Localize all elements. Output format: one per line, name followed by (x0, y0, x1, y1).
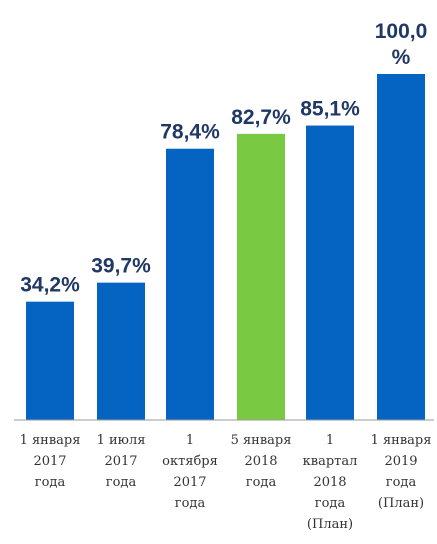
category-label-4-line-2: 2018 (244, 454, 277, 469)
value-label-5: 85,1% (300, 98, 360, 121)
category-label-5-line-2: квартал (303, 454, 358, 469)
value-label-4: 82,7% (231, 106, 291, 129)
category-label-3-line-4: года (175, 496, 206, 511)
value-label-1: 34,2% (20, 274, 80, 297)
category-label-6-line-3: года (386, 475, 417, 490)
category-label-2-line-1: 1 июля (97, 433, 146, 448)
category-label-4-line-1: 5 января (231, 433, 292, 448)
value-label-6-line-1: 100,0 (375, 20, 428, 43)
bar-5 (306, 125, 354, 420)
category-label-3-line-3: 2017 (173, 475, 206, 490)
category-label-6-line-1: 1 января (371, 433, 432, 448)
category-labels-layer: 1 января 2017 года 1 июля 2017 года 1 октября 20… (20, 433, 432, 532)
category-label-2-line-3: года (106, 475, 137, 490)
bar-6 (377, 74, 425, 420)
bar-4 (237, 133, 285, 420)
bar-1 (26, 301, 74, 420)
category-label-5-line-5: (План) (307, 517, 353, 532)
category-label-3-line-2: октября (162, 454, 218, 469)
category-label-4-line-3: года (246, 475, 277, 490)
category-label-6-line-4: (План) (378, 496, 424, 511)
category-label-1-line-1: 1 января (20, 433, 81, 448)
bars-layer (26, 74, 425, 420)
category-label-5-line-1: 1 (326, 433, 334, 448)
category-label-1-line-2: 2017 (33, 454, 66, 469)
category-label-2-line-2: 2017 (104, 454, 137, 469)
bar-2 (97, 282, 145, 420)
category-label-6-line-2: 2019 (384, 454, 417, 469)
value-label-6-line-2: % (392, 46, 411, 69)
bar-3 (166, 148, 214, 420)
category-label-5-line-3: 2018 (313, 475, 346, 490)
value-label-3: 78,4% (160, 121, 220, 144)
category-label-1-line-3: года (35, 475, 66, 490)
category-label-3-line-1: 1 (186, 433, 194, 448)
value-labels-layer: 34,2% 39,7% 78,4% 82,7% 85,1% 100,0% (20, 20, 427, 297)
value-label-2: 39,7% (91, 255, 151, 278)
category-label-5-line-4: года (315, 496, 346, 511)
